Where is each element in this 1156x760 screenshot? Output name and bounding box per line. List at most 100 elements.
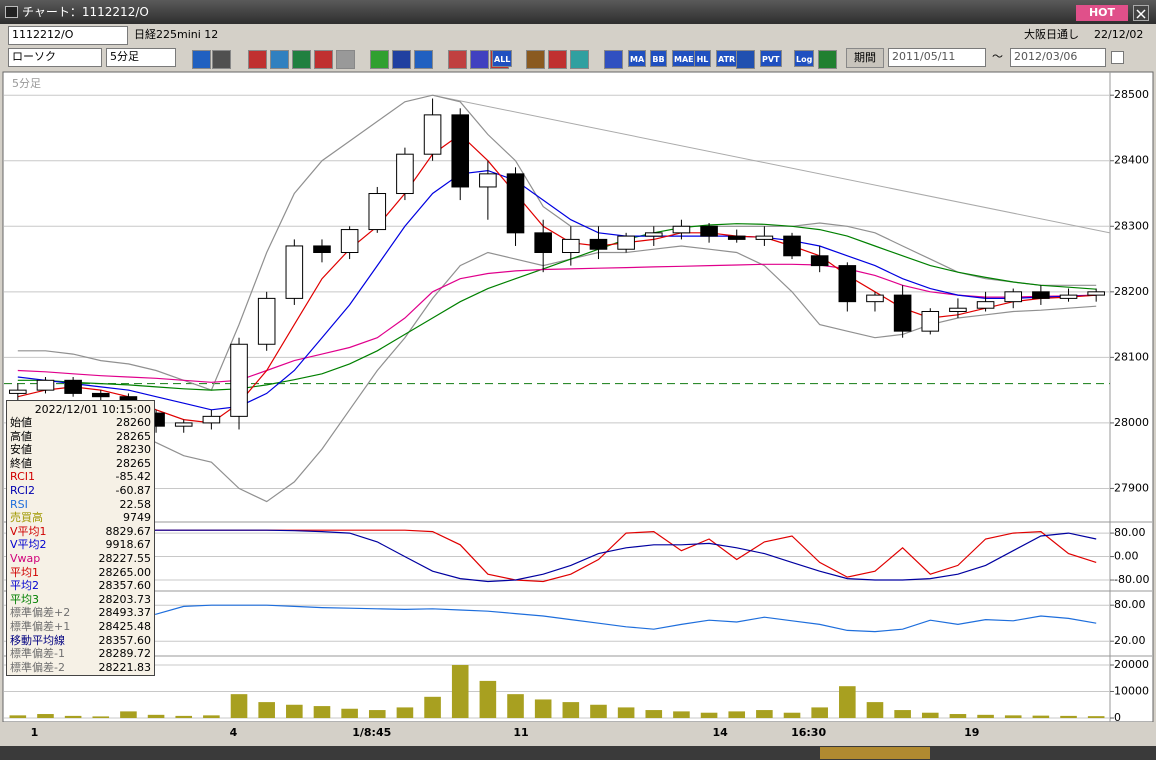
toolbar-icon[interactable] [570, 50, 589, 69]
info-value: 28265 [116, 429, 151, 443]
candle-body [810, 255, 829, 267]
y-tick-label: 28500 [1114, 88, 1149, 101]
close-icon [1136, 9, 1146, 19]
from-date[interactable]: 2011/05/11 [888, 48, 986, 67]
style-select[interactable]: ローソク [8, 48, 102, 67]
y-tick-label: 28300 [1114, 219, 1149, 232]
info-rows: 始値 28260 高値 28265 安値 28230 終値 28265 RCI1 -85.42 RC… [7, 416, 154, 674]
info-row: 売買高 9749 [7, 511, 154, 525]
info-label: 売買高 [10, 511, 43, 525]
volume-bar [1060, 715, 1077, 719]
toolbar-icon[interactable] [270, 50, 289, 69]
info-value: 28265 [116, 456, 151, 470]
checkbox[interactable] [1111, 51, 1124, 64]
volume-bar [37, 714, 54, 719]
toolbar-icon[interactable]: BB [650, 50, 667, 67]
toolbar-icon[interactable] [818, 50, 837, 69]
toolbar-icon[interactable] [526, 50, 545, 69]
scrollbar[interactable] [0, 746, 1156, 760]
info-value: 28357.60 [98, 579, 152, 593]
info-row: 始値 28260 [7, 416, 154, 430]
toolbar-icon[interactable] [604, 50, 623, 69]
toolbar-icon[interactable]: PVT [760, 50, 782, 67]
candle-body [976, 301, 995, 309]
toolbar-icon[interactable] [314, 50, 333, 69]
info-label: 終値 [10, 456, 32, 470]
toolbar-icon[interactable] [212, 50, 231, 69]
volume-bar [368, 710, 386, 719]
volume-bar [839, 686, 856, 719]
info-row: 標準偏差-2 28221.83 [7, 661, 154, 675]
y-tick-label: 28100 [1114, 350, 1149, 363]
info-row: 平均3 28203.73 [7, 593, 154, 607]
toolbar-icon[interactable] [292, 50, 311, 69]
series-line [17, 245, 1097, 503]
toolbar-icon[interactable] [414, 50, 433, 69]
toolbar-icon[interactable] [470, 50, 489, 69]
info-row: 終値 28265 [7, 457, 154, 471]
toolbar-icon[interactable] [370, 50, 389, 69]
volume-bar [949, 714, 967, 719]
toolbar-icon[interactable] [248, 50, 267, 69]
info-label: 移動平均線 [10, 633, 65, 647]
toolbar-icon[interactable] [548, 50, 567, 69]
toolbar-icons: ALL MA BB MAE HL ATR PVT Log [0, 47, 837, 69]
volume-bar [479, 680, 497, 719]
info-label: 標準偏差+1 [10, 619, 71, 633]
period-button[interactable]: 期間 [846, 48, 884, 68]
candle-body [423, 114, 442, 155]
volume-bar [341, 708, 358, 719]
toolbar-icon[interactable] [448, 50, 467, 69]
to-date[interactable]: 2012/03/06 [1010, 48, 1106, 67]
toolbar-icon[interactable]: ALL [492, 50, 513, 67]
toolbar-icon[interactable]: Log [794, 50, 815, 67]
info-value: 8829.67 [105, 524, 152, 538]
candle-body [644, 232, 663, 237]
candle-body [1032, 291, 1050, 299]
volume-bar [866, 702, 884, 719]
volume-bar [175, 715, 193, 719]
x-tick-label: 16:30 [791, 726, 826, 739]
candle-body [396, 153, 414, 195]
candle-body [672, 225, 691, 234]
volume-bar [756, 710, 773, 719]
scroll-thumb[interactable] [820, 747, 930, 759]
toolbar-icon[interactable] [392, 50, 411, 69]
toolbar-icon[interactable] [192, 50, 211, 69]
toolbar-icon[interactable] [336, 50, 355, 69]
volume-bar [424, 696, 441, 719]
candle-body [949, 307, 967, 312]
toolbar-icon[interactable]: HL [694, 50, 711, 67]
candle-body [921, 310, 940, 332]
volume-bar [64, 715, 82, 719]
volume-bar [396, 707, 414, 719]
info-label: 平均3 [10, 592, 39, 606]
symbol-input[interactable]: 1112212/O [8, 26, 128, 45]
volume-bar [1087, 716, 1105, 719]
candle-body [174, 422, 193, 427]
candle-body [64, 379, 82, 394]
x-tick-label: 1 [31, 726, 39, 739]
hot-button[interactable]: HOT [1076, 5, 1128, 21]
volume-bar [451, 664, 469, 719]
volume-bar [534, 699, 552, 719]
info-datetime: 2022/12/01 10:15:00 [34, 403, 151, 416]
toolbar-icon[interactable]: MA [628, 50, 647, 67]
toolbar-icon[interactable]: ATR [716, 50, 738, 67]
close-button[interactable] [1133, 5, 1149, 21]
y-tick-label: 20000 [1114, 658, 1149, 671]
series-line [17, 223, 1097, 391]
info-label: 標準偏差-1 [10, 647, 65, 661]
chart-frame [2, 71, 1154, 723]
interval-select[interactable]: 5分足 [106, 48, 176, 67]
info-value: 28230 [116, 443, 151, 457]
info-label: Vwap [10, 551, 41, 565]
volume-bar [562, 702, 580, 719]
info-row: RCI2 -60.87 [7, 484, 154, 498]
candle-body [1059, 294, 1078, 299]
volume-bar [921, 712, 939, 719]
y-tick-label: 80.00 [1114, 526, 1146, 539]
volume-bar [783, 712, 801, 719]
